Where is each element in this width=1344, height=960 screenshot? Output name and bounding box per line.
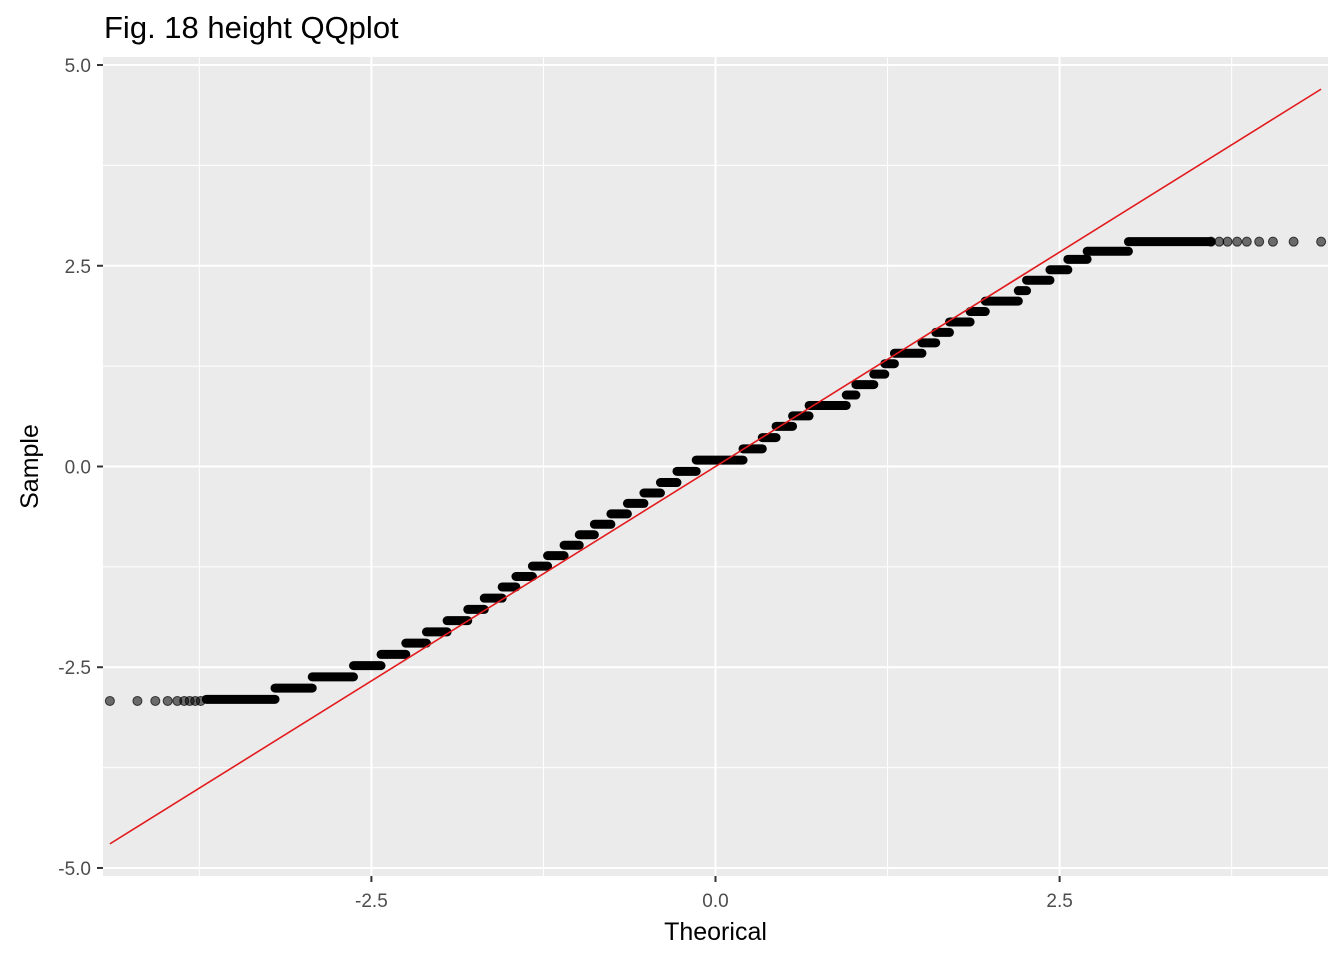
data-point bbox=[1316, 236, 1327, 247]
x-tick-label: 2.5 bbox=[1046, 891, 1072, 912]
data-point bbox=[104, 695, 115, 706]
reference-line bbox=[109, 88, 1322, 845]
y-tick-label: 2.5 bbox=[65, 257, 91, 278]
x-axis: -2.5 0.0 2.5 bbox=[355, 876, 1073, 912]
data-point bbox=[132, 695, 143, 706]
y-tick-label: -5.0 bbox=[58, 859, 91, 880]
data-point bbox=[1288, 236, 1299, 247]
y-tick-label: -2.5 bbox=[58, 658, 91, 679]
x-tick-label: -2.5 bbox=[355, 891, 388, 912]
y-axis: -5.0 -2.5 0.0 2.5 5.0 bbox=[58, 56, 103, 880]
data-point bbox=[1206, 236, 1217, 247]
x-axis-title: Theorical bbox=[664, 918, 767, 946]
chart-title: Fig. 18 height QQplot bbox=[104, 10, 399, 45]
data-point bbox=[1222, 236, 1233, 247]
major-gridlines bbox=[103, 57, 1328, 876]
data-point bbox=[1232, 236, 1243, 247]
y-tick-label: 5.0 bbox=[65, 56, 91, 77]
data-point bbox=[162, 695, 173, 706]
sample-points-steps bbox=[201, 237, 1216, 704]
data-point bbox=[1267, 236, 1278, 247]
data-point bbox=[1254, 236, 1265, 247]
data-point bbox=[1214, 236, 1225, 247]
data-point bbox=[195, 695, 206, 706]
data-point bbox=[150, 695, 161, 706]
x-tick-label: 0.0 bbox=[702, 891, 728, 912]
y-tick-label: 0.0 bbox=[65, 458, 91, 479]
data-point bbox=[1241, 236, 1252, 247]
y-axis-title: Sample bbox=[16, 424, 44, 509]
sample-points-tails bbox=[104, 236, 1327, 706]
